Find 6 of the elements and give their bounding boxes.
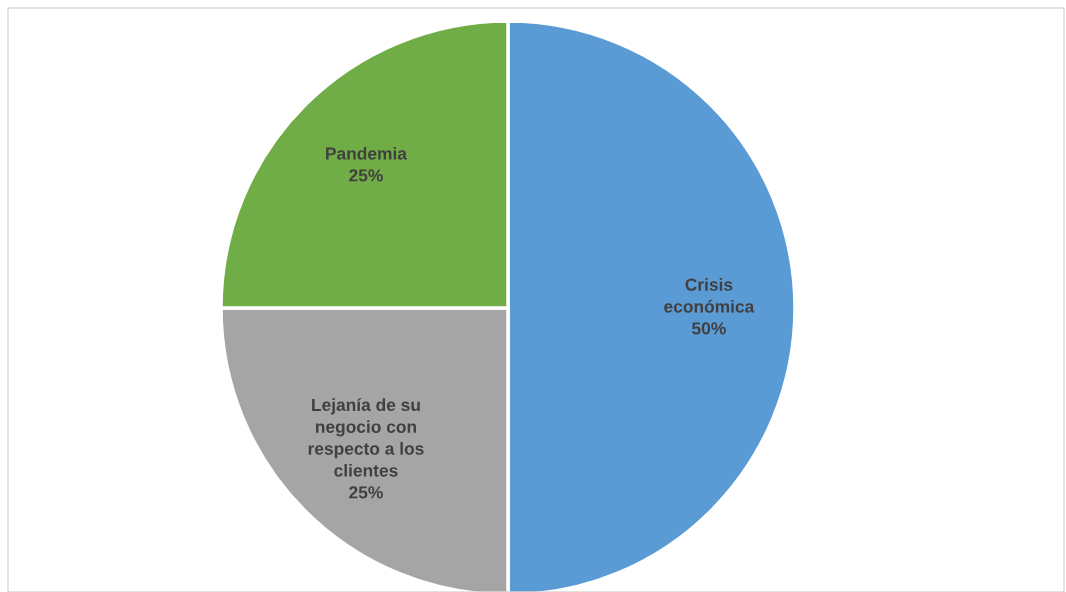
data-label: 25% (349, 169, 383, 182)
data-label: 25% (349, 486, 383, 499)
slice-label: Lejanía de su negocio con respecto a los clientes (308, 398, 424, 477)
slice-label: Crisis económica (664, 278, 755, 313)
data-label: 50% (692, 322, 726, 335)
slice-label: Pandemia (326, 146, 408, 160)
